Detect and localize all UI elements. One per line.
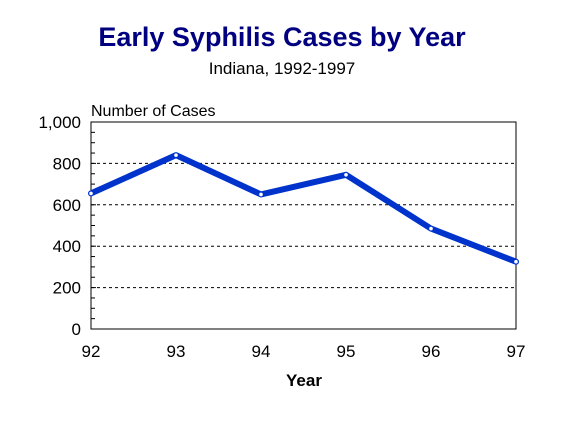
series-line xyxy=(88,152,519,265)
x-tick-label: 96 xyxy=(422,342,441,361)
y-tick-label: 200 xyxy=(53,279,81,298)
x-tick-label: 92 xyxy=(82,342,101,361)
x-tick-label: 95 xyxy=(337,342,356,361)
gridlines xyxy=(91,162,516,289)
y-tick-label: 400 xyxy=(53,237,81,256)
x-tick-label: 93 xyxy=(167,342,186,361)
y-tick-label: 800 xyxy=(53,154,81,173)
x-tick-label: 94 xyxy=(252,342,271,361)
data-point xyxy=(429,226,433,231)
data-point xyxy=(89,191,93,196)
data-point xyxy=(174,153,178,157)
y-tick-label: 0 xyxy=(72,320,81,339)
y-axis-label: Number of Cases xyxy=(91,103,216,120)
tick-labels: 0 200 400 600 800 1,000 92 93 94 95 96 97 xyxy=(38,113,525,361)
chart-title: Early Syphilis Cases by Year xyxy=(98,22,466,52)
axes xyxy=(90,121,517,330)
x-tick-label: 97 xyxy=(507,342,526,361)
x-axis-label: Year xyxy=(286,371,322,390)
y-tick-label: 1,000 xyxy=(38,113,81,132)
chart-subtitle: Indiana, 1992-1997 xyxy=(209,59,356,78)
data-point xyxy=(259,192,263,197)
y-tick-label: 600 xyxy=(53,196,81,215)
data-point xyxy=(514,259,518,264)
plot-frame xyxy=(90,121,517,330)
data-point xyxy=(344,172,348,177)
data-series xyxy=(88,152,519,265)
